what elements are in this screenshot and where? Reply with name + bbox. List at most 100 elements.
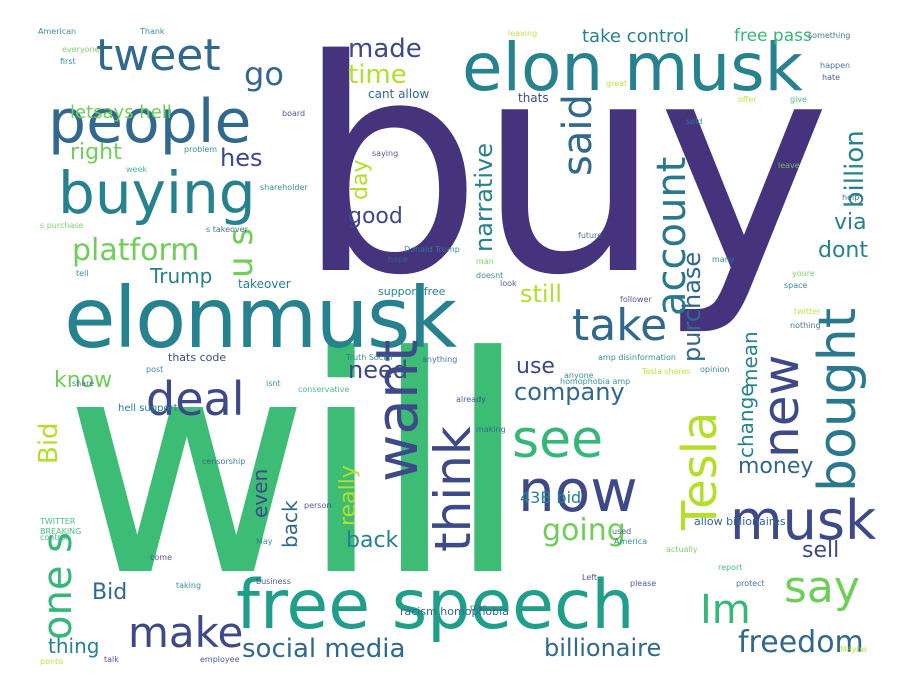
word-say: say (784, 562, 860, 613)
word-space: space (784, 281, 808, 290)
word-make: make (128, 608, 244, 657)
word-saying: saying (372, 149, 399, 158)
word-tweet: tweet (96, 30, 221, 81)
word-platform: platform (72, 233, 200, 268)
word-think: think (424, 426, 482, 552)
word-week: week (126, 165, 148, 174)
word-billionaire: billionaire (544, 634, 662, 662)
word-free-speech: free speech (236, 566, 635, 645)
word-future: future (578, 231, 603, 240)
word-censorship: censorship (202, 457, 246, 466)
word-left: Left (582, 573, 598, 582)
word-look: doesnt (476, 271, 504, 280)
word-craft-long-news-outlet: hell support (118, 403, 178, 414)
word-will: will (64, 293, 529, 642)
word-maybe: Maybe (840, 645, 867, 654)
word-take: take (572, 300, 668, 351)
word-breaking: BREAKING (40, 527, 82, 536)
word-offer: offer (738, 95, 757, 104)
word-take-control: take control (582, 26, 690, 47)
word-free-pass: free pass (734, 26, 812, 46)
word-come: come (150, 553, 173, 562)
word-cant-allow: thats (518, 91, 549, 105)
word-company: company (514, 378, 625, 406)
word-trying: control (40, 533, 68, 542)
word-first: first (60, 57, 76, 66)
word-takeover: cant allow (368, 87, 430, 101)
word-money: money (738, 454, 814, 479)
word-change: change (734, 384, 758, 458)
word-opinion: opinion (700, 365, 730, 374)
word-post: man (476, 257, 494, 266)
word-give: give (790, 95, 807, 104)
word-board: board (282, 109, 306, 118)
word-narrative: narrative (470, 143, 498, 252)
word-go: go (244, 55, 284, 93)
word-mean: mean (738, 331, 762, 388)
word-hell-support: allow billionaires (694, 515, 786, 528)
word-elon-musk: elon musk (462, 29, 803, 106)
word-man: look (500, 279, 517, 288)
word-going: going (542, 513, 626, 548)
word-youre: youre (792, 269, 815, 278)
word-purchase: purchase (678, 251, 706, 362)
word-protect: protect (736, 579, 765, 588)
word-sell: sell (802, 538, 840, 563)
word-thank: Thank (140, 27, 165, 36)
word-tesla: Tesla (672, 411, 728, 530)
word-please: please (630, 579, 657, 588)
word-bid: Bid (34, 422, 64, 464)
word-buying: buying (58, 159, 256, 227)
word-via: via (834, 210, 867, 235)
word-time: time (348, 60, 407, 90)
word-racism-homophobia: thats code (168, 351, 227, 364)
word-s-takeover: s takeover (206, 225, 248, 234)
word-homophobia-amp: homophobia amp (560, 377, 631, 386)
word-buy: buy (296, 0, 831, 340)
word-need: need (348, 356, 408, 384)
word-letsays-hell: letsays hell (70, 102, 172, 123)
word-back: back (278, 500, 302, 548)
word-plan: plan (470, 603, 488, 612)
word-business: business (256, 577, 291, 586)
word-already: already (456, 395, 486, 404)
word-share: share (72, 379, 95, 388)
word-help: help (842, 193, 860, 202)
word-world: back (346, 528, 399, 553)
word-really: really (336, 465, 361, 526)
word-im: Im (700, 587, 751, 633)
word-anyone: anyone (564, 371, 594, 380)
word-even: even (248, 468, 272, 518)
word-know: know (54, 368, 113, 393)
word-follower: Tesla shares (642, 367, 691, 376)
word-donald-trump: Donald Trump (404, 245, 460, 254)
word-sold: sold (686, 117, 703, 126)
word-report: report (718, 563, 743, 572)
word-used: used (612, 527, 632, 536)
word-43b-bid: 43B bid (520, 488, 582, 507)
word-bought: bought (808, 307, 868, 492)
word-taking: taking (176, 581, 202, 590)
word-making: making (476, 425, 506, 434)
word-leave: leave (778, 161, 800, 170)
word-s-purchase: s purchase (40, 221, 84, 230)
word-new: new (752, 354, 810, 458)
word-anything: anything (422, 355, 458, 364)
word-amp-disinformation: amp disinformation (598, 353, 676, 362)
word-happen: happen (820, 61, 851, 70)
word-trump: Trump (150, 264, 213, 288)
word-may: May (256, 537, 273, 546)
word-leaving: leaving (508, 29, 538, 38)
word-actually: actually (666, 545, 698, 554)
word-doesnt: follower (620, 295, 652, 304)
word-allow-billionaires: racism homophobia (400, 605, 509, 618)
word-talk: talk (104, 655, 119, 664)
word-conservative: conservative (298, 385, 350, 394)
word-freedom: freedom (738, 625, 864, 660)
word-said: said (555, 94, 601, 176)
word-tell: tell (76, 269, 89, 278)
word-american: American (38, 27, 77, 36)
word-ponto: isnt (266, 379, 281, 388)
word-day: day (348, 159, 373, 200)
word-musk: musk (730, 489, 877, 552)
